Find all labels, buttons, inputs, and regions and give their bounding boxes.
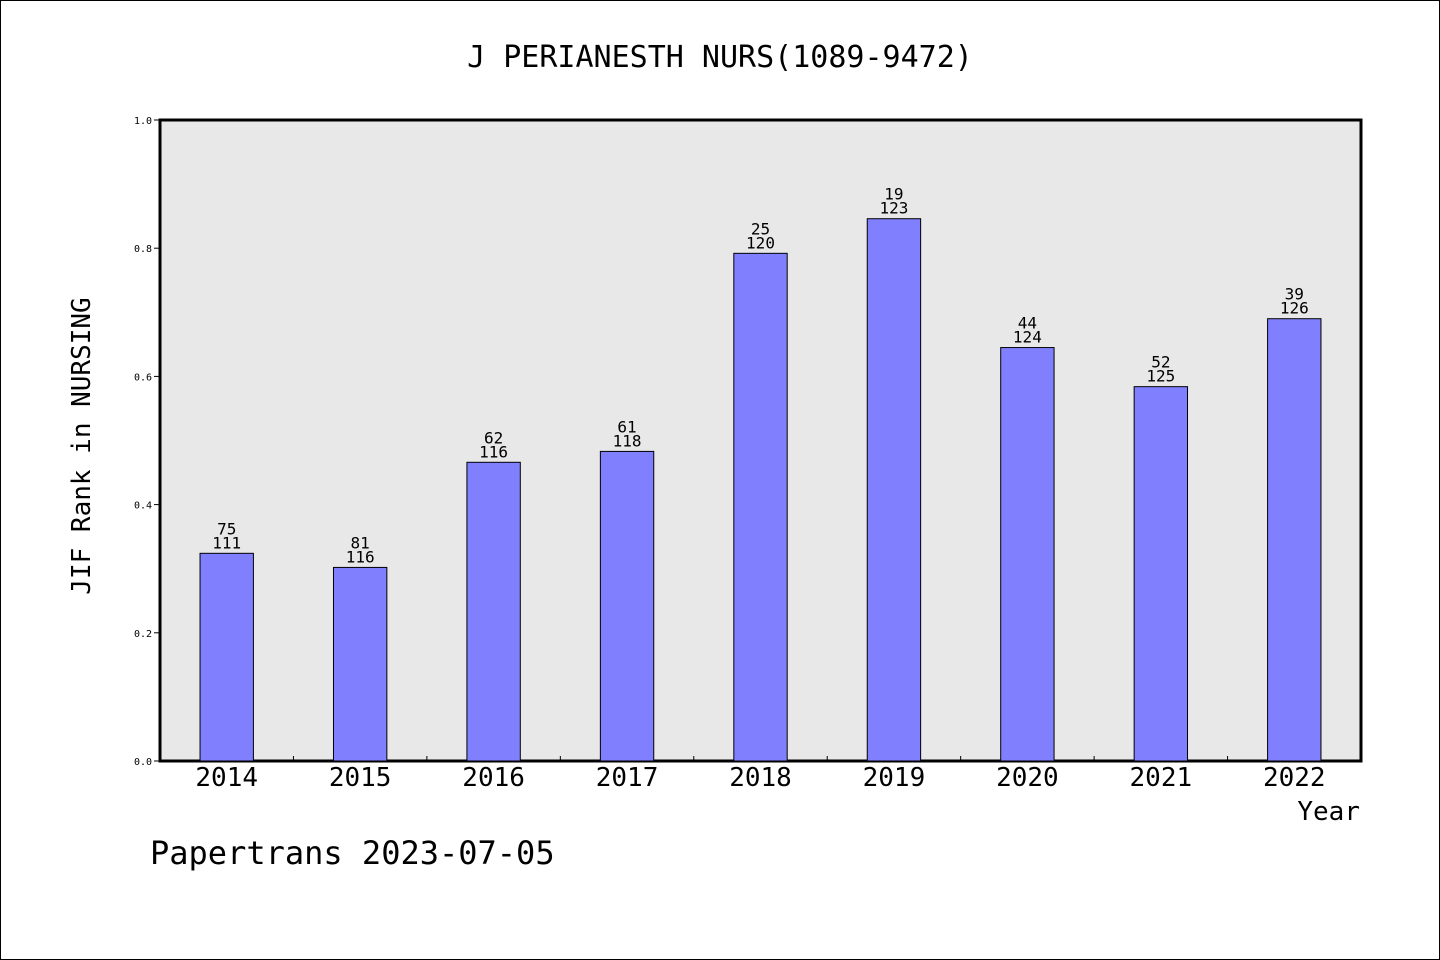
bar-2020: [1000, 347, 1055, 762]
bar-2015: [332, 566, 388, 762]
bar-total-label: 118: [613, 431, 642, 450]
bar-2019: [866, 218, 922, 762]
bar-rank-label: 75: [217, 519, 236, 538]
x-tick-label: 2020: [996, 763, 1059, 793]
chart-title: J PERIANESTH NURS(1089-9472): [467, 40, 973, 75]
bar-total-label: 126: [1280, 299, 1309, 318]
y-axis: 0.0 0.2 0.4 0.6 0.8 1.0: [134, 116, 160, 768]
x-tick-label: 2017: [596, 763, 659, 793]
bar-2018: [733, 252, 788, 762]
bar-rank-label: 52: [1151, 353, 1170, 372]
x-tick-label: 2018: [729, 763, 792, 793]
y-tick-label: 0.8: [134, 244, 152, 255]
x-axis-label: Year: [1297, 797, 1360, 827]
bar-rank-label: 62: [484, 428, 503, 447]
bar-2021: [1133, 386, 1189, 762]
y-tick-label: 0.4: [134, 501, 152, 512]
bar-2017: [599, 450, 655, 762]
bar-rank-label: 81: [351, 533, 370, 552]
bar-total-label: 116: [479, 442, 508, 461]
x-tick-label: 2015: [329, 763, 392, 793]
x-tick-label: 2022: [1263, 763, 1326, 793]
bar-2022: [1267, 318, 1322, 762]
bar-rank-label: 61: [617, 417, 636, 436]
x-tick-label: 2016: [462, 763, 525, 793]
bar-2014: [199, 552, 254, 762]
x-tick-label: 2014: [195, 763, 258, 793]
y-tick-label: 0.6: [134, 372, 152, 383]
y-tick-label: 0.0: [134, 757, 152, 768]
bar-total-label: 116: [346, 547, 375, 566]
bar-rank-label: 25: [751, 219, 770, 238]
y-tick-label: 0.2: [134, 629, 152, 640]
y-tick-label: 1.0: [134, 116, 152, 127]
x-axis: 2014 2015 2016 2017 2018 2019 2020 2021 2022: [195, 756, 1326, 793]
x-tick-label: 2019: [863, 763, 926, 793]
bar-total-label: 125: [1146, 367, 1175, 386]
y-axis-label: JIF Rank in NURSING: [67, 297, 97, 594]
footer-text: Papertrans 2023-07-05: [150, 834, 555, 872]
bar-rank-label: 44: [1018, 314, 1037, 333]
bar-total-label: 111: [212, 533, 241, 552]
bar-rank-label: 19: [884, 185, 903, 204]
bar-total-label: 123: [879, 199, 908, 218]
bar-total-label: 120: [746, 233, 775, 252]
x-tick-label: 2021: [1130, 763, 1193, 793]
bar-2016: [466, 461, 521, 762]
bar-rank-label: 39: [1285, 285, 1304, 304]
bar-total-label: 124: [1013, 328, 1042, 347]
